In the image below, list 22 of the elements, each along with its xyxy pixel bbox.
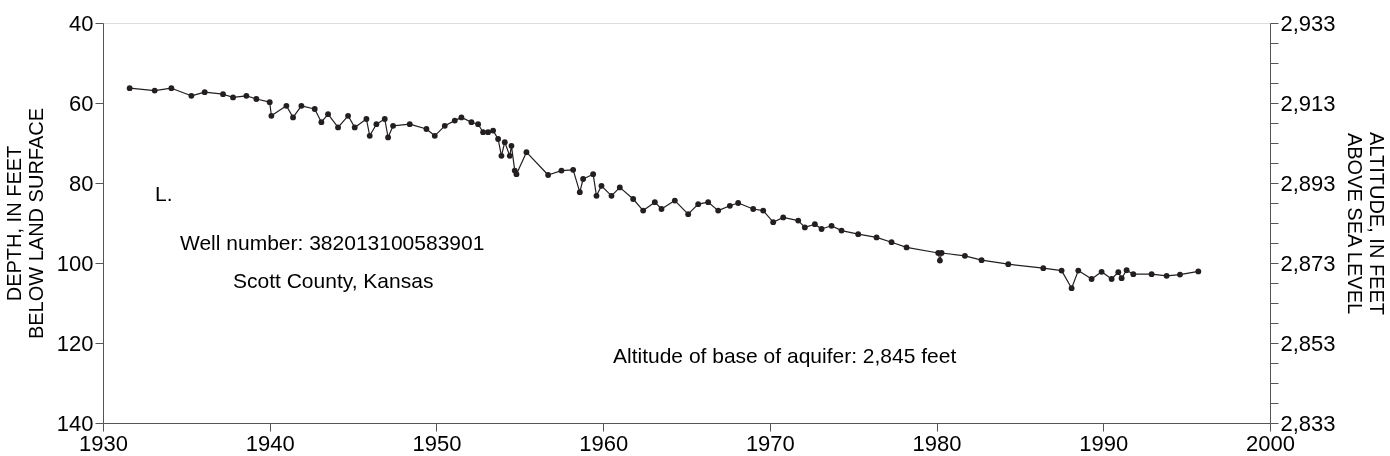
x-tick-label: 1970 [745,430,795,456]
annotation: Altitude of base of aquifer: 2,845 feet [613,344,957,367]
x-tick-label: 1960 [579,430,629,456]
y2-tick-label: 2,933 [1280,10,1336,36]
y2-tick-label: 2,893 [1280,170,1336,196]
y-tick-label: 120 [56,330,94,356]
y-axis-title: DEPTH, IN FEET BELOW LAND SURFACE [2,107,47,340]
annotation: Well number: 382013100583901 [180,231,485,254]
y-tick-label: 80 [69,170,94,196]
x-tick-label: 1990 [1079,430,1129,456]
y-tick-label: 60 [69,90,94,116]
y2-tick-label: 2,873 [1280,250,1336,276]
x-tick-label: 1940 [245,430,295,456]
y-tick-label: 100 [56,250,94,276]
y2-tick-label: 2,913 [1280,90,1336,116]
annotation: L. [155,182,173,205]
annotation: Scott County, Kansas [233,269,434,292]
x-tick-label: 1950 [412,430,462,456]
y2-tick-label: 2,853 [1280,330,1336,356]
y2-axis-title: ALTITUDE, IN FEET ABOVE SEA LEVEL [1343,132,1388,315]
x-tick-label: 1980 [912,430,962,456]
y-tick-label: 40 [69,10,94,36]
